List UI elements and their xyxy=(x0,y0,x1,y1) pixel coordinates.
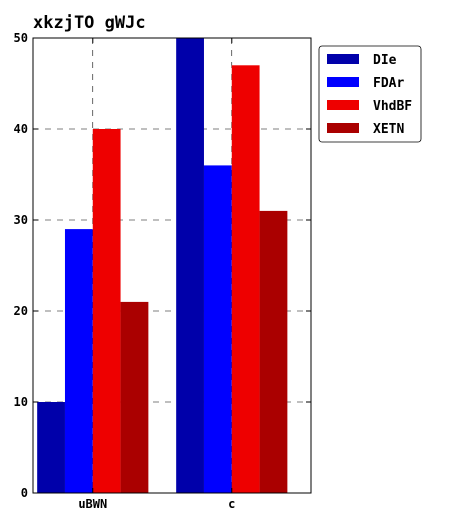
chart-title: xkzjTO gWJc xyxy=(33,13,146,33)
y-tick-label: 0 xyxy=(21,486,28,500)
x-tick-label: uBWN xyxy=(78,497,107,511)
bar-DIe-c xyxy=(176,38,204,493)
legend-label: DIe xyxy=(373,53,397,68)
y-tick-label: 30 xyxy=(14,213,28,227)
legend-label: VhdBF xyxy=(373,99,412,114)
legend-box xyxy=(318,45,422,143)
bar-FDAr-uBWN xyxy=(64,229,93,493)
legend-swatch xyxy=(327,123,359,133)
bar-FDAr-c xyxy=(203,165,232,493)
legend-swatch xyxy=(327,77,359,87)
x-tick-label: c xyxy=(228,497,235,511)
bar-VhdBF-uBWN xyxy=(92,129,121,493)
legend-label: XETN xyxy=(373,122,404,137)
bar-XETN-uBWN xyxy=(120,301,149,493)
legend-label: FDAr xyxy=(373,76,404,91)
legend: DIe FDAr VhdBF XETN xyxy=(318,45,422,143)
x-axis: uBWN c xyxy=(78,38,235,511)
plot-frame xyxy=(32,37,312,494)
y-tick-label: 20 xyxy=(14,304,28,318)
bar-XETN-c xyxy=(259,210,288,493)
y-tick-label: 40 xyxy=(14,122,28,136)
bar-VhdBF-c xyxy=(231,65,260,494)
y-axis: 0 10 20 30 40 50 xyxy=(14,31,311,500)
legend-swatch xyxy=(327,100,359,110)
bar-DIe-uBWN xyxy=(37,402,65,493)
y-tick-label: 50 xyxy=(14,31,28,45)
legend-swatch xyxy=(327,54,359,64)
bars xyxy=(37,38,288,494)
y-tick-label: 10 xyxy=(14,395,28,409)
